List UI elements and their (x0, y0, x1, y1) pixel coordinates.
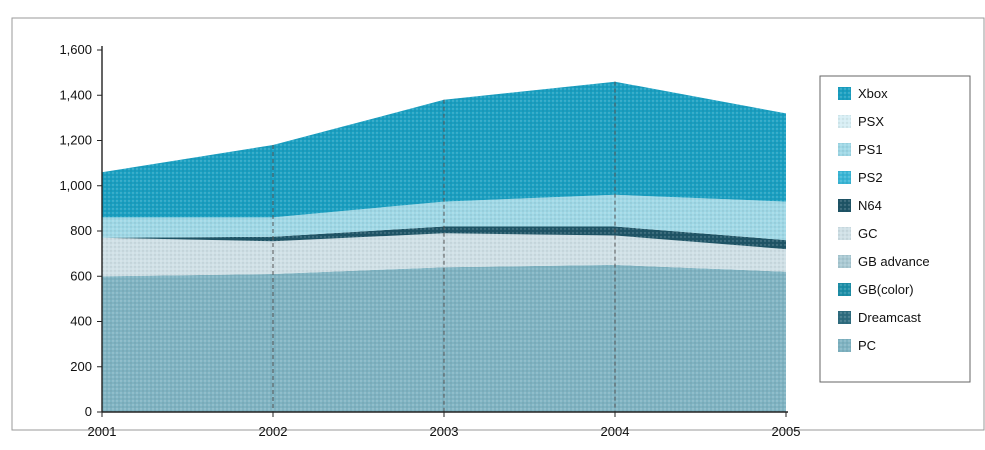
legend-label-dreamcast: Dreamcast (858, 310, 921, 325)
legend-swatch-texture-gb-color (838, 283, 851, 296)
legend-swatch-texture-dreamcast (838, 311, 851, 324)
legend-label-xbox: Xbox (858, 86, 888, 101)
legend-swatch-texture-ps1 (838, 143, 851, 156)
legend-label-gc: GC (858, 226, 878, 241)
legend-swatch-texture-ps2 (838, 171, 851, 184)
y-tick-label: 200 (70, 359, 92, 374)
legend-label-n64: N64 (858, 198, 882, 213)
legend-label-ps1: PS1 (858, 142, 883, 157)
legend-label-ps2: PS2 (858, 170, 883, 185)
legend-swatch-texture-gb-advance (838, 255, 851, 268)
legend-swatch-texture-gc (838, 227, 851, 240)
y-tick-label: 0 (85, 404, 92, 419)
area-texture-ps1 (102, 194, 786, 241)
legend-label-pc: PC (858, 338, 876, 353)
legend-swatch-texture-pc (838, 339, 851, 352)
legend-swatch-texture-n64 (838, 199, 851, 212)
y-tick-label: 600 (70, 268, 92, 283)
x-tick-label: 2004 (601, 424, 630, 439)
legend-swatch-texture-psx (838, 115, 851, 128)
y-tick-label: 1,600 (59, 42, 92, 57)
y-tick-label: 1,200 (59, 133, 92, 148)
x-tick-label: 2002 (259, 424, 288, 439)
legend-label-psx: PSX (858, 114, 884, 129)
legend-label-gb-color: GB(color) (858, 282, 914, 297)
x-tick-label: 2001 (88, 424, 117, 439)
x-tick-label: 2003 (430, 424, 459, 439)
y-tick-label: 400 (70, 314, 92, 329)
x-tick-label: 2005 (772, 424, 801, 439)
legend-label-gb-advance: GB advance (858, 254, 930, 269)
legend-swatch-texture-xbox (838, 87, 851, 100)
y-tick-label: 1,400 (59, 87, 92, 102)
y-tick-label: 1,000 (59, 178, 92, 193)
y-tick-label: 800 (70, 223, 92, 238)
